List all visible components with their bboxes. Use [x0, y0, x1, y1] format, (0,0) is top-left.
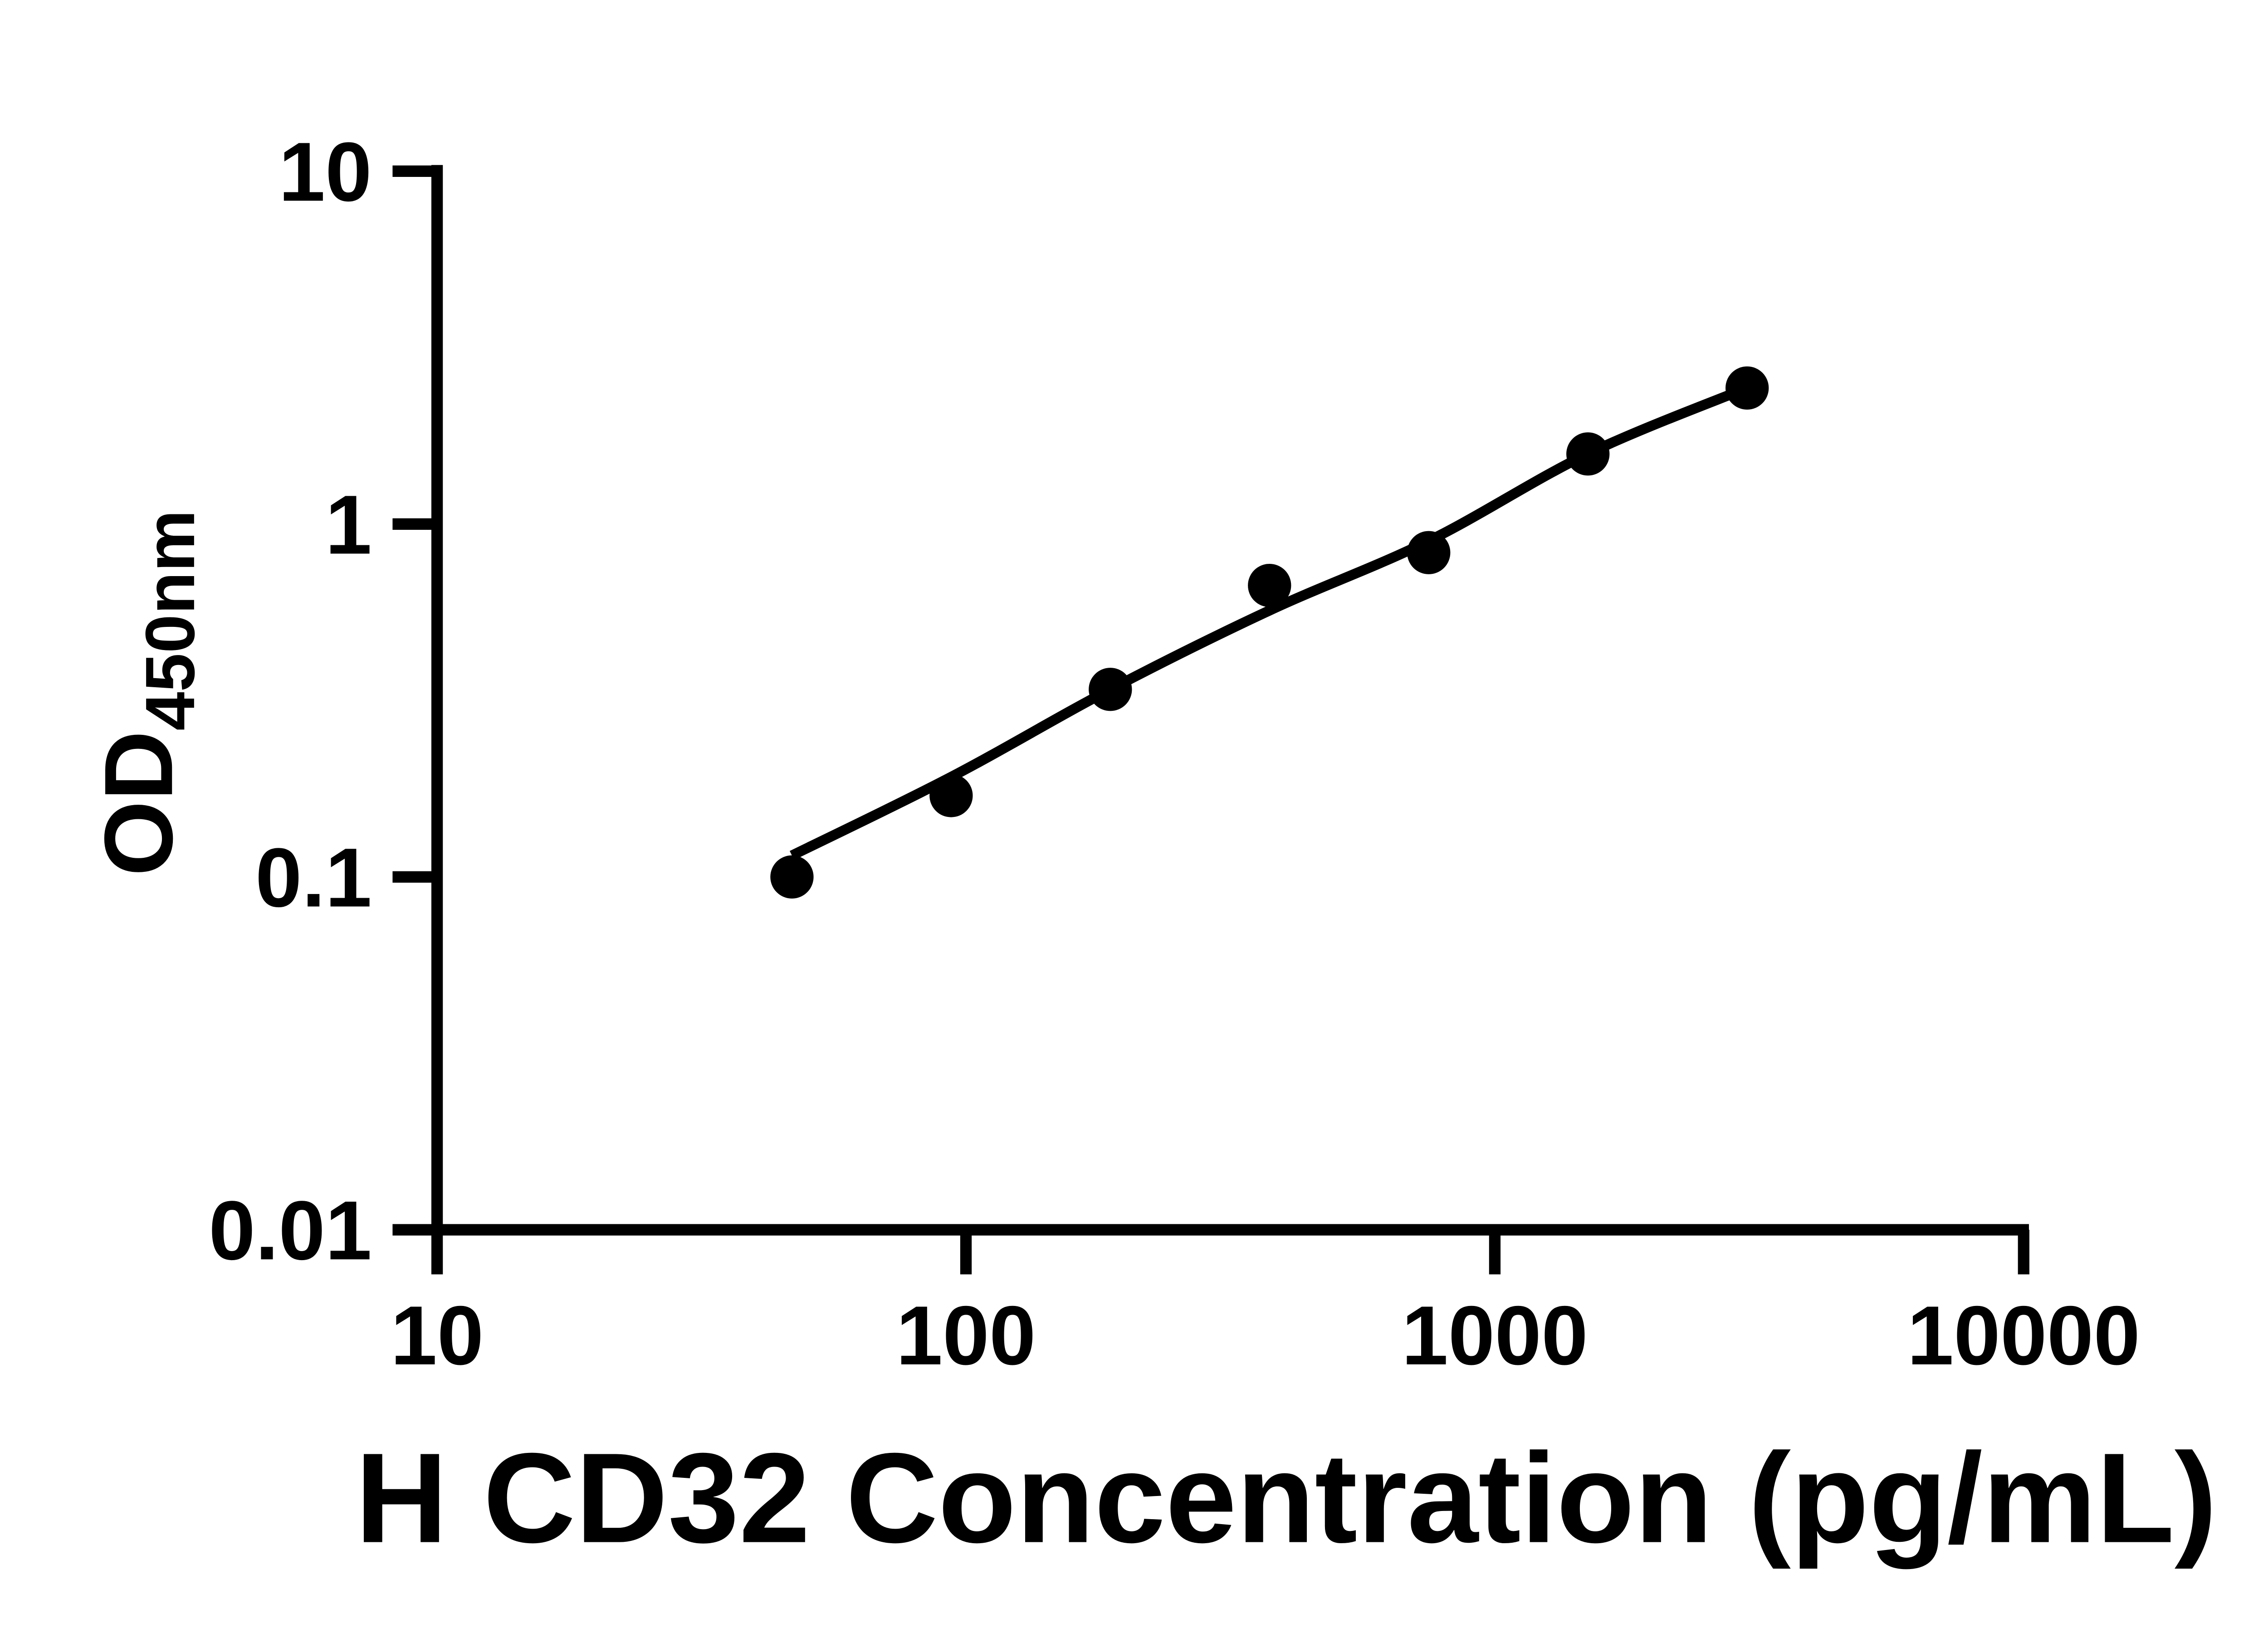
- tick-layer: [392, 165, 2029, 1275]
- x-tick-label: 10000: [1907, 1289, 2140, 1383]
- x-tick-label: 100: [896, 1289, 1036, 1383]
- data-point: [1089, 668, 1132, 711]
- y-tick-label: 10: [279, 126, 372, 219]
- data-point: [770, 855, 814, 899]
- y-axis-title-main: OD: [84, 731, 193, 876]
- y-tick-label: 0.01: [209, 1184, 372, 1277]
- y-axis-title: OD450nm: [84, 510, 209, 876]
- x-axis-title: H CD32 Concentration (pg/mL): [355, 1427, 2217, 1570]
- y-tick-label: 0.1: [255, 831, 372, 924]
- data-point: [1248, 563, 1291, 607]
- data-point: [1566, 432, 1610, 476]
- chart-background: [0, 22, 2268, 1611]
- point-layer: [770, 366, 1769, 899]
- y-axis-title-subscript: 450nm: [131, 510, 209, 731]
- x-tick-label: 10: [391, 1289, 484, 1383]
- tick-label-layer: 10 100 1000 10000 0.01 0.1 1 10: [209, 126, 2140, 1383]
- y-tick-label: 1: [325, 478, 372, 572]
- x-tick-label: 1000: [1402, 1289, 1588, 1383]
- data-point: [1725, 366, 1769, 410]
- data-point: [1407, 531, 1451, 574]
- data-point: [929, 774, 973, 817]
